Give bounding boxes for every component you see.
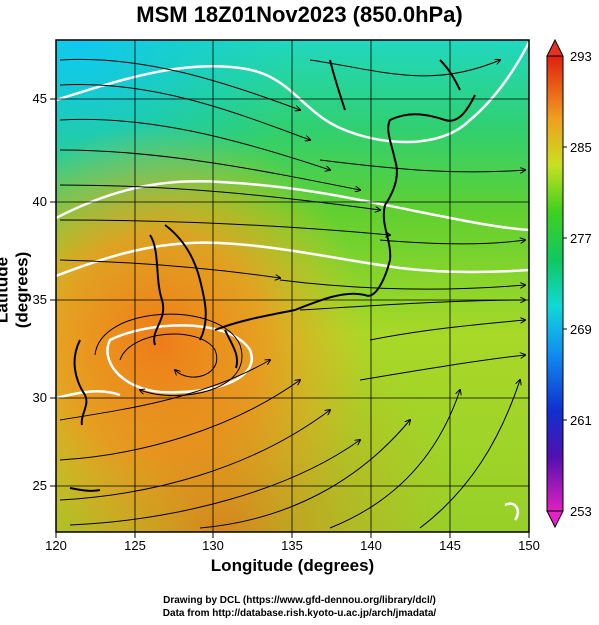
colorbar-tick-label: 269 — [570, 322, 592, 337]
y-tick-label: 30 — [33, 390, 47, 405]
footer-credit-data: Data from http://database.rish.kyoto-u.a… — [162, 608, 437, 619]
colorbar-tick-label: 293 — [570, 49, 592, 64]
y-tick-label: 35 — [33, 292, 47, 307]
colorbar-tick-label: 253 — [570, 504, 592, 519]
colorbar-gradient — [546, 55, 564, 512]
y-axis-ticks — [50, 98, 56, 487]
y-tick-label: 40 — [33, 194, 47, 209]
colorbar-tick-label: 261 — [570, 413, 592, 428]
footer-credit-drawing: Drawing by DCL (https://www.gfd-dennou.o… — [163, 595, 436, 606]
colorbar-tick-label: 277 — [570, 231, 592, 246]
y-tick-label: 45 — [33, 91, 47, 106]
colorbar-min-triangle — [546, 510, 564, 529]
colorbar-max-triangle — [546, 38, 564, 57]
temperature-field — [56, 40, 529, 532]
x-tick-label: 150 — [518, 538, 540, 553]
x-tick-label: 145 — [439, 538, 461, 553]
x-tick-label: 130 — [202, 538, 224, 553]
x-tick-label: 120 — [45, 538, 67, 553]
x-axis-ticks — [55, 532, 530, 538]
chart-title: MSM 18Z01Nov2023 (850.0hPa) — [136, 2, 463, 27]
coastlines — [69, 59, 476, 492]
y-tick-label: 25 — [33, 478, 47, 493]
colorbar — [546, 38, 567, 529]
colorbar-tick-label: 285 — [570, 140, 592, 155]
x-tick-label: 125 — [124, 538, 146, 553]
x-axis-label: Longitude (degrees) — [210, 556, 375, 575]
x-tick-label: 135 — [281, 538, 303, 553]
lat-lon-grid — [56, 40, 529, 532]
wind-streamlines — [59, 59, 525, 529]
x-tick-label: 140 — [360, 538, 382, 553]
